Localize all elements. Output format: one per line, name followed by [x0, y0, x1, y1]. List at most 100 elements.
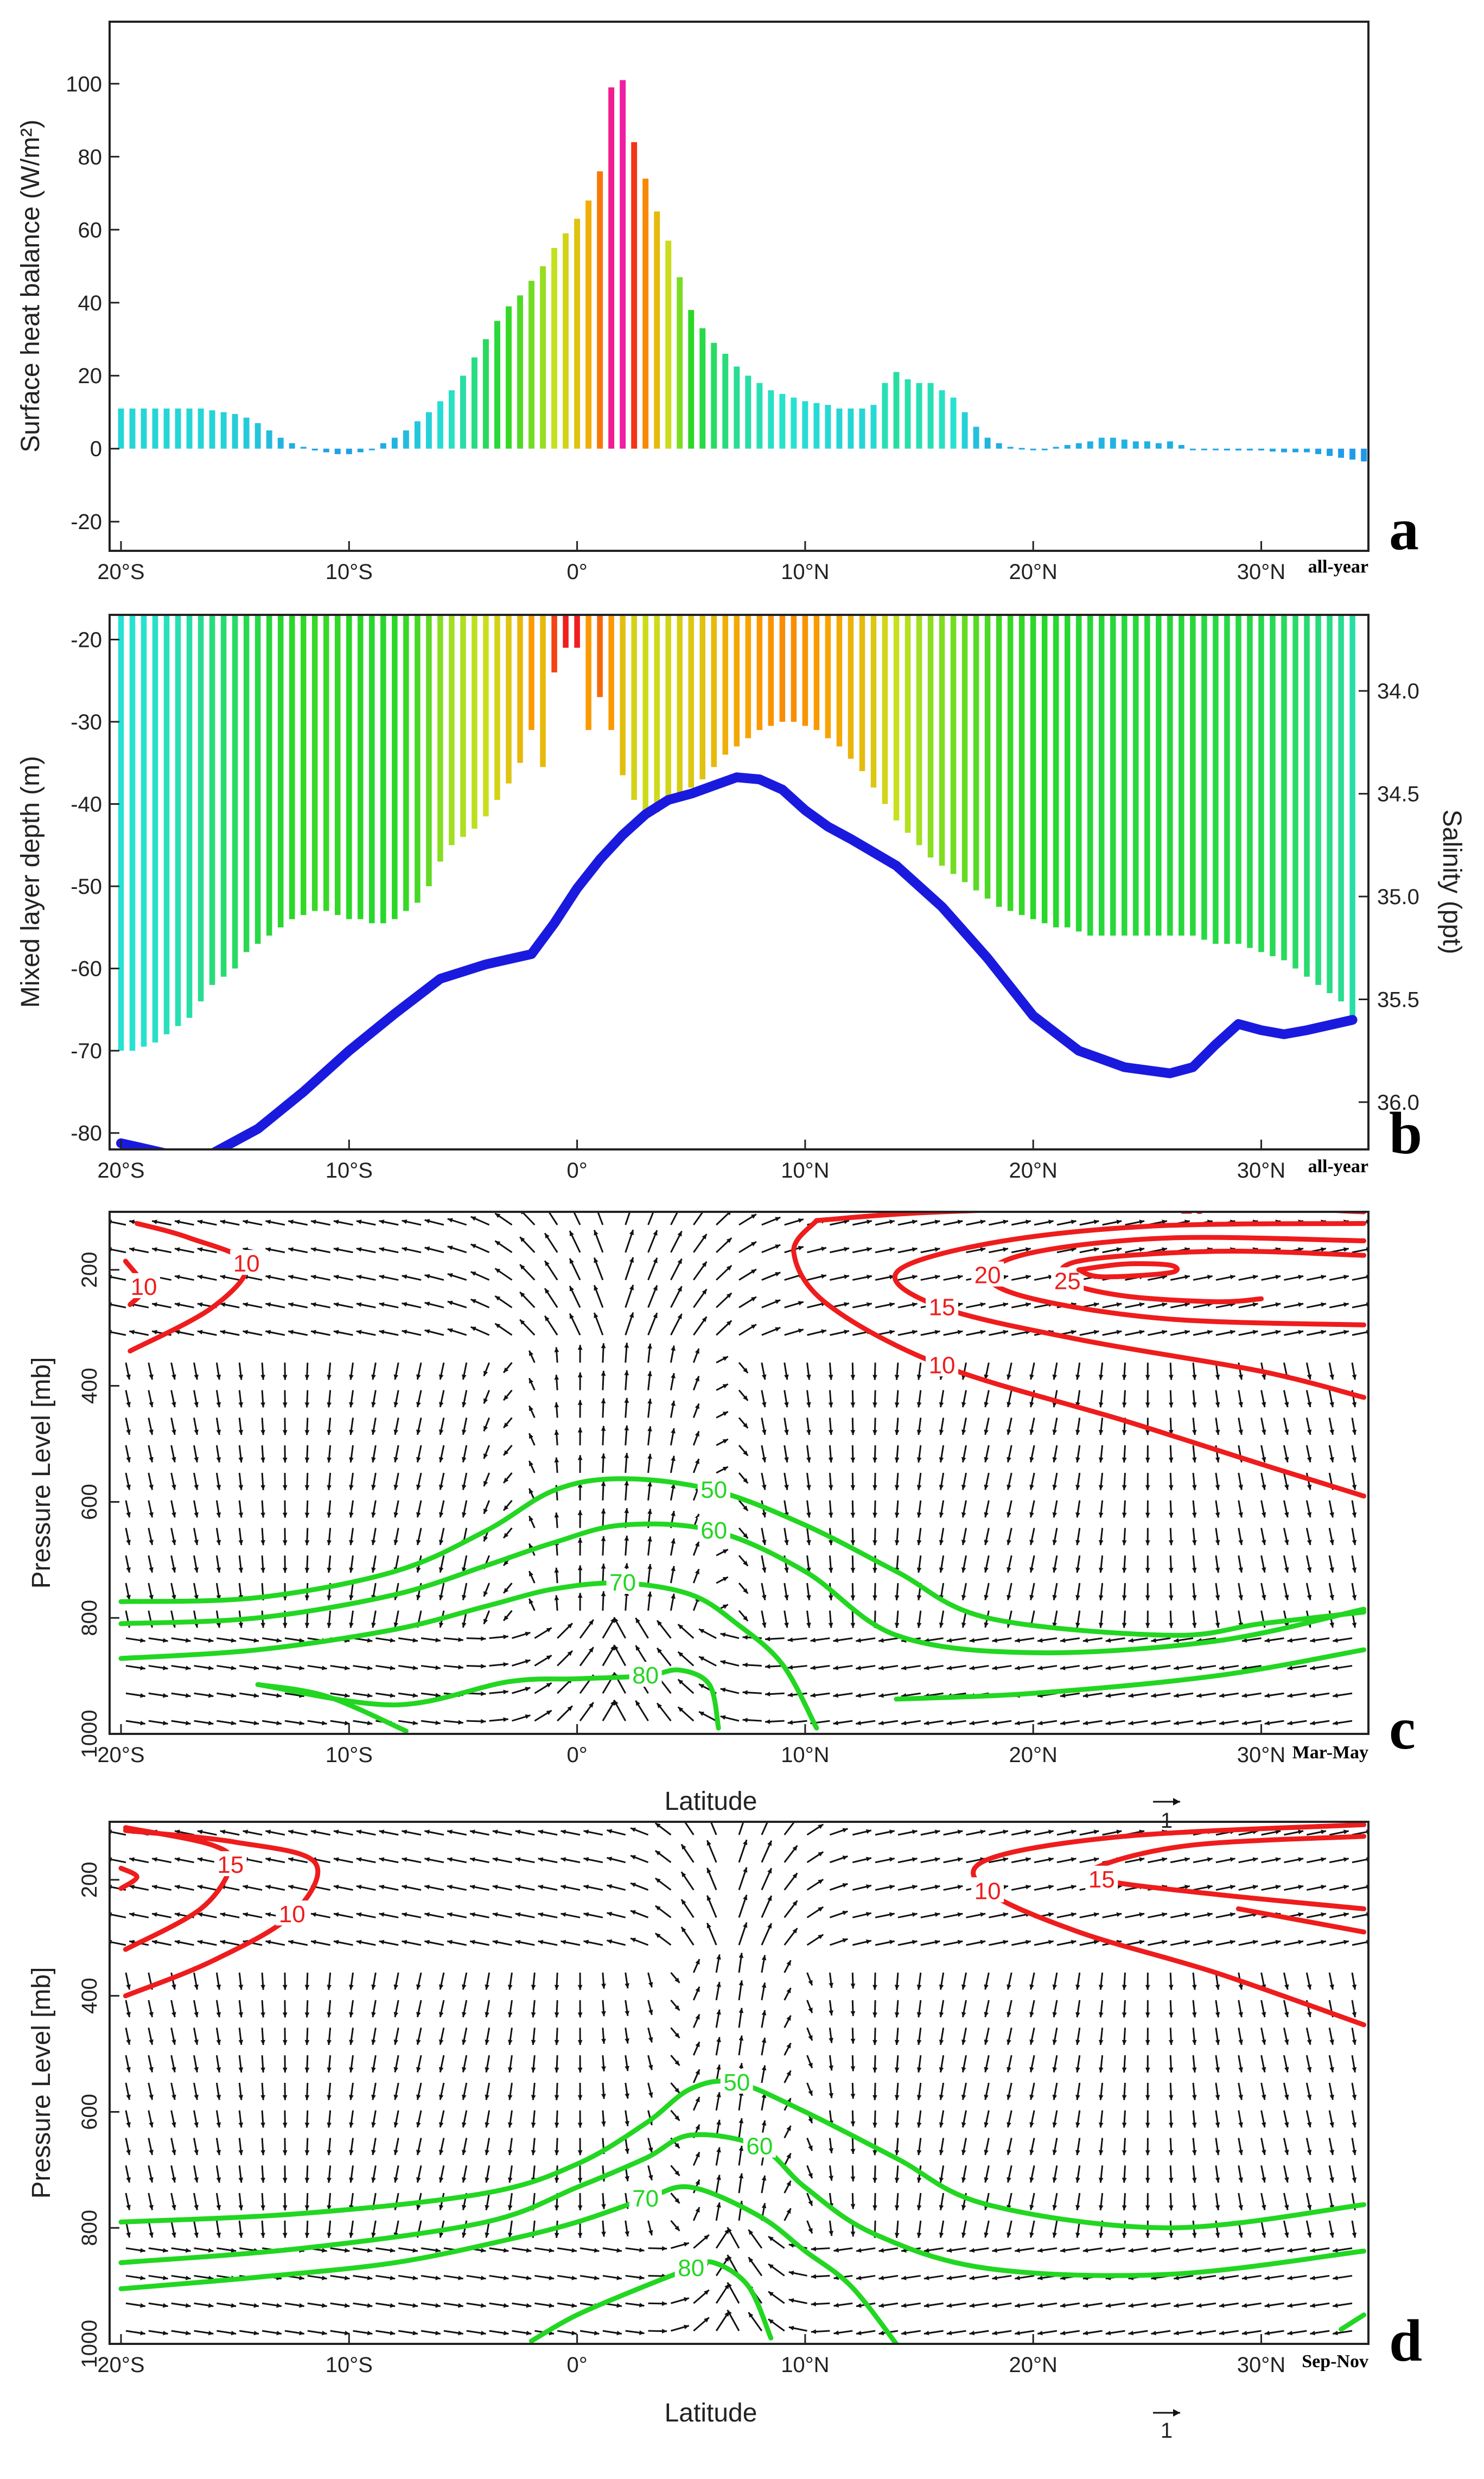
wind-vector — [1287, 2274, 1307, 2280]
wind-vector — [148, 1720, 168, 1726]
wind-vector — [1007, 1390, 1012, 1408]
wind-vector — [416, 1500, 422, 1518]
wind-vector — [421, 1720, 441, 1725]
heat-balance-bar — [528, 281, 534, 449]
wind-vector — [761, 1528, 767, 1546]
wind-vector — [469, 1940, 489, 1946]
wind-vector — [216, 2247, 237, 2253]
wind-vector — [833, 1692, 853, 1698]
wind-vector — [1037, 1664, 1058, 1670]
wind-vector — [171, 1664, 191, 1670]
wind-vector — [875, 1302, 895, 1308]
heat-balance-bar — [631, 142, 638, 449]
wind-vector — [625, 1229, 634, 1253]
wind-vector — [1238, 1555, 1243, 1573]
wind-vector — [1102, 1330, 1122, 1336]
wind-vector — [148, 1445, 154, 1463]
wind-vector — [125, 2055, 131, 2073]
wind-vector — [852, 1857, 872, 1864]
wind-vector — [761, 1867, 773, 1891]
wind-vector — [647, 1481, 652, 1501]
wind-vector — [151, 1302, 171, 1308]
wind-vector — [1007, 1555, 1012, 1573]
wind-vector — [1052, 2082, 1058, 2100]
wind-vector — [260, 1390, 265, 1408]
wind-vector — [282, 1555, 288, 1573]
wind-vector — [1264, 1692, 1284, 1698]
wind-vector — [1128, 1720, 1148, 1726]
wind-vector — [601, 1972, 606, 1989]
wind-vector — [483, 1582, 491, 1597]
wind-vector — [379, 1884, 399, 1891]
wind-vector — [1238, 1500, 1243, 1518]
heat-balance-bar — [1406, 449, 1412, 493]
wind-vector — [438, 2138, 445, 2156]
heat-balance-bar — [1007, 447, 1014, 449]
heat-balance-bar — [1087, 441, 1093, 449]
wind-vector — [1007, 1472, 1012, 1490]
wind-vector — [416, 1445, 422, 1463]
mixed-layer-bar — [198, 615, 204, 1002]
wind-speed-contour-label: 15 — [926, 1293, 959, 1320]
wind-vector — [494, 1295, 513, 1308]
wind-vector — [923, 1664, 944, 1670]
wind-vector — [1192, 2055, 1197, 2073]
wind-vector — [715, 2009, 721, 2028]
wind-vector — [920, 1330, 940, 1336]
heat-balance-bar — [380, 443, 386, 449]
heat-balance-bar — [939, 390, 945, 449]
wind-vector — [1192, 1972, 1197, 1990]
wind-vector — [923, 2330, 944, 2336]
wind-vector — [1011, 1857, 1031, 1864]
panel-c-wind-vectors — [110, 1212, 1368, 1726]
wind-vector — [1196, 1692, 1217, 1698]
wind-vector — [349, 2165, 354, 2183]
wind-vector — [265, 1330, 285, 1336]
wind-vector — [742, 1690, 762, 1695]
wind-vector — [1122, 2027, 1127, 2045]
wind-vector — [1283, 2027, 1289, 2045]
wind-vector — [262, 1720, 282, 1726]
wind-vector — [625, 1312, 634, 1336]
wind-vector — [284, 1664, 304, 1670]
mixed-layer-bar — [1270, 615, 1276, 956]
panel-d-ytick-label: 200 — [78, 1862, 101, 1898]
wind-vector — [379, 1302, 399, 1308]
wind-vector — [647, 2027, 653, 2043]
wind-vector — [1192, 2110, 1197, 2128]
panel-d-season-label: Sep-Nov — [1302, 2351, 1368, 2372]
wind-vector — [215, 2192, 221, 2210]
wind-vector — [424, 1329, 444, 1336]
wind-vector — [984, 1582, 990, 1600]
wind-vector — [462, 2055, 468, 2073]
wind-vector — [462, 1390, 468, 1408]
wind-vector — [304, 2055, 310, 2073]
wind-speed-contour — [791, 1218, 1367, 1499]
wind-vector — [625, 1285, 634, 1308]
wind-vector — [875, 1274, 895, 1281]
wind-vector — [170, 1472, 176, 1490]
wind-vector — [1145, 2027, 1150, 2045]
heat-balance-bar — [1292, 448, 1298, 453]
wind-vector — [1351, 2027, 1357, 2045]
wind-vector — [1215, 1500, 1220, 1518]
wind-vector — [894, 1610, 900, 1628]
wind-vector — [1098, 2165, 1104, 2183]
wind-vector — [738, 1499, 749, 1511]
heat-balance-bar — [266, 430, 272, 449]
wind-vector — [916, 2000, 922, 2018]
wind-vector — [806, 2220, 813, 2234]
wind-vector — [943, 1274, 963, 1281]
wind-vector — [992, 2302, 1012, 2308]
wind-vector — [671, 2324, 690, 2332]
wind-vector — [1260, 2138, 1266, 2156]
mixed-layer-bar — [585, 615, 591, 730]
wind-vector — [1260, 1555, 1266, 1573]
wind-vector — [989, 1940, 1009, 1946]
wind-vector — [761, 1299, 781, 1308]
wind-vector — [850, 2082, 856, 2099]
wind-speed-contour — [123, 1828, 321, 1999]
wind-vector — [327, 2138, 332, 2156]
wind-vector — [238, 1472, 244, 1490]
